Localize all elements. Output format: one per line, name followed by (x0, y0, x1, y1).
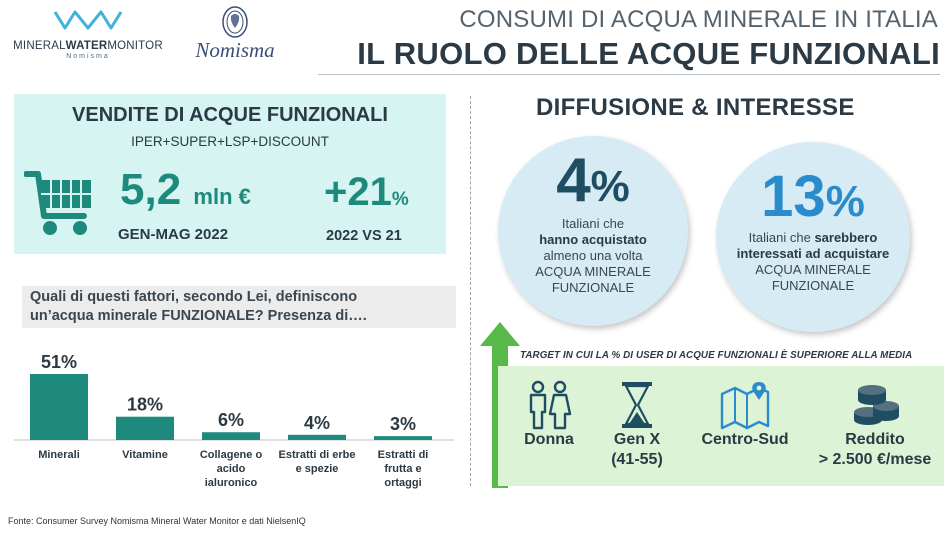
nomisma-logo: Nomisma (176, 4, 294, 68)
chart-bar (116, 416, 174, 440)
chart-value-label: 6% (218, 410, 244, 430)
chart-bar (30, 374, 88, 440)
nomisma-seal-logo-icon (222, 6, 248, 38)
couple-icon (529, 380, 572, 430)
stat-interested-description: Italiani che sarebbero interessati ad ac… (736, 230, 890, 293)
chart-category-label: ialuronico (205, 477, 258, 489)
target-sublabel: (41-55) (611, 451, 663, 468)
stat-interested-circle: 13% Italiani che sarebbero interessati a… (716, 142, 910, 332)
chart-category-label: Estratti di (378, 449, 429, 461)
target-segment-donna: Donna (512, 380, 586, 450)
logo-subtitle: Nomisma (66, 53, 110, 60)
page-title: CONSUMI DI ACQUA MINERALE IN ITALIA (459, 6, 938, 33)
target-segment-reddito: Reddito > 2.500 €/mese (808, 380, 942, 470)
chart-value-label: 4% (304, 413, 330, 433)
diffusion-title: DIFFUSIONE & INTERESSE (536, 94, 855, 121)
section-divider (470, 96, 471, 486)
chart-category-label: ortaggi (384, 477, 421, 489)
target-title: TARGET IN CUI LA % DI USER DI ACQUE FUNZ… (520, 350, 913, 361)
chart-category-label: Estratti di erbe (278, 449, 355, 461)
chart-bar (374, 436, 432, 440)
sales-panel: VENDITE DI ACQUE FUNZIONALI IPER+SUPER+L… (14, 94, 446, 254)
chart-category-label: e spezie (296, 463, 339, 475)
chart-category-label: frutta e (384, 463, 421, 475)
chart-bar (288, 434, 346, 440)
sales-comparison: 2022 VS 21 (326, 228, 402, 244)
stat-purchased-description: Italiani che hanno acquistato almeno una… (535, 216, 651, 295)
chart-category-label: Collagene o (200, 449, 263, 461)
target-label: Centro-Sud (701, 431, 789, 448)
mineral-water-monitor-logo: MINERALWATERMONITOR Nomisma (8, 8, 168, 70)
water-wave-logo-icon (53, 10, 123, 30)
hourglass-icon (622, 382, 652, 428)
chart-value-label: 18% (127, 395, 163, 415)
sales-title: VENDITE DI ACQUE FUNZIONALI (72, 104, 388, 126)
target-segment-centro-sud: Centro-Sud (688, 380, 802, 450)
target-panel: Donna Gen X (41-55) Centro-Sud (498, 366, 944, 486)
stat-purchased-value: 4% (556, 146, 630, 215)
chart-category-label: acido (217, 463, 246, 475)
stat-purchased-circle: 4% Italiani che hanno acquistato almeno … (498, 136, 688, 326)
shopping-cart-icon (24, 171, 91, 235)
chart-value-label: 51% (41, 352, 77, 372)
survey-question-line1: Quali di questi fattori, secondo Lei, de… (30, 289, 358, 305)
stat-interested-value: 13% (761, 164, 865, 229)
target-label: Reddito (845, 431, 905, 448)
survey-question-line2: un’acqua minerale FUNZIONALE? Presenza d… (30, 308, 367, 324)
nomisma-logo-text: Nomisma (195, 38, 275, 62)
survey-question: Quali di questi fattori, secondo Lei, de… (22, 286, 456, 328)
target-label: Gen X (613, 431, 661, 448)
title-divider (318, 74, 940, 75)
page-subtitle: IL RUOLO DELLE ACQUE FUNZIONALI (357, 36, 940, 71)
map-pin-icon (720, 382, 770, 430)
target-sublabel: > 2.500 €/mese (818, 451, 932, 468)
chart-category-label: Minerali (38, 449, 80, 461)
chart-category-label: Vitamine (122, 449, 168, 461)
target-segment-genx: Gen X (41-55) (598, 380, 676, 470)
chart-bar (202, 432, 260, 440)
coins-icon (854, 385, 899, 425)
sales-channel: IPER+SUPER+LSP+DISCOUNT (131, 134, 329, 149)
logo-name: MINERALWATERMONITOR (13, 40, 163, 52)
sales-growth: +21% (324, 170, 409, 214)
sales-value: 5,2 mln € (120, 165, 251, 214)
functional-factors-bar-chart: 51% Minerali 18% Vitamine 6% Collagene o acido… (14, 352, 454, 489)
target-label: Donna (524, 431, 574, 448)
sales-period: GEN-MAG 2022 (118, 226, 229, 243)
source-note: Fonte: Consumer Survey Nomisma Mineral W… (8, 516, 306, 526)
chart-value-label: 3% (390, 414, 416, 434)
